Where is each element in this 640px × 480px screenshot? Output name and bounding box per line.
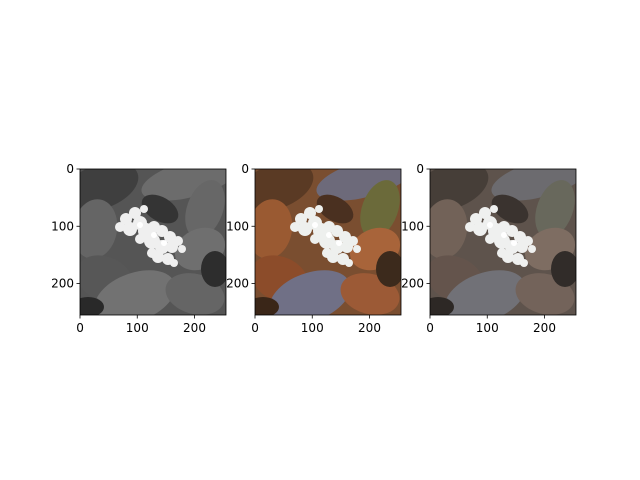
y-tick-label: 100 [51,219,74,233]
x-tick-label: 100 [126,321,149,335]
x-tick-label: 100 [476,321,499,335]
y-tick-label: 100 [226,219,249,233]
y-tick-label: 200 [401,277,424,291]
x-tick-label: 200 [183,321,206,335]
x-tick-label: 100 [301,321,324,335]
image-panel-3 [405,149,593,334]
subplot-2: 0 100 200 0 100 200 [226,149,418,335]
y-tick-label: 0 [241,162,249,176]
x-tick-label: 0 [76,321,84,335]
image-panel-2 [230,149,418,334]
x-tick-label: 0 [251,321,259,335]
y-tick-label: 100 [401,219,424,233]
subplot-1: 0 100 200 0 100 200 [51,149,243,335]
y-tick-label: 200 [51,277,74,291]
x-tick-label: 0 [426,321,434,335]
x-tick-label: 200 [533,321,556,335]
image-panel-1 [55,149,243,334]
subplot-3: 0 100 200 0 100 200 [401,149,593,335]
y-tick-label: 0 [416,162,424,176]
x-tick-label: 200 [358,321,381,335]
y-tick-label: 200 [226,277,249,291]
y-tick-label: 0 [66,162,74,176]
